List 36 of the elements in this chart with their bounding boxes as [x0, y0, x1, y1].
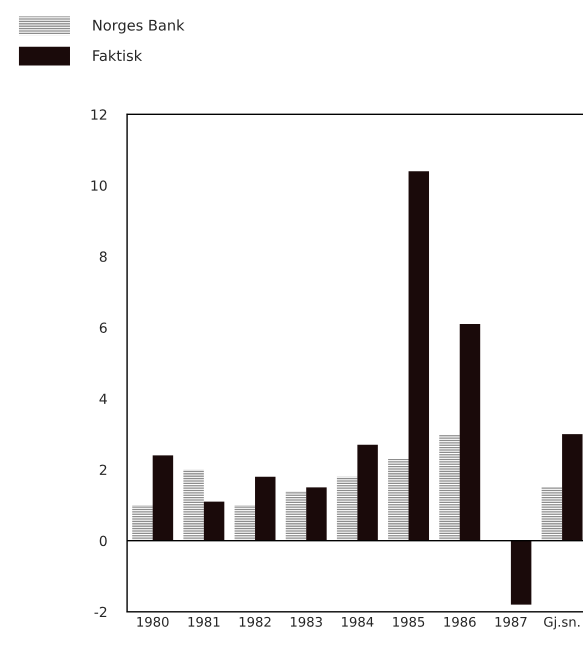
y-tick-label: 0: [100, 536, 107, 546]
bar: [336, 476, 358, 541]
bar: [234, 505, 256, 541]
y-tick-label: 8: [100, 251, 107, 262]
y-tick-label: 4: [99, 394, 107, 404]
bar: [286, 490, 306, 541]
x-tick-label: 1984: [342, 616, 374, 627]
bar: [542, 487, 562, 541]
bar: [388, 458, 409, 541]
x-tick-label: 1987: [496, 616, 527, 627]
y-tick-label: 6: [100, 322, 107, 333]
y-tick-label: 2: [100, 464, 106, 475]
legend-label: Norges Bank: [93, 19, 184, 34]
y-tick-label: 10: [92, 180, 107, 191]
x-tick-label: 1982: [240, 616, 270, 627]
y-tick-label: 12: [92, 109, 106, 120]
bar: [152, 455, 174, 541]
x-tick-label: 1980: [137, 616, 169, 627]
bar: [306, 487, 327, 541]
bar: [204, 502, 224, 541]
x-tick-label: Gj.sn.: [544, 616, 580, 630]
legend-label: Faktisk: [93, 50, 142, 62]
bar: [183, 470, 204, 541]
bar: [460, 324, 480, 541]
bar: [408, 171, 430, 541]
bar: [510, 540, 532, 605]
y-tick-label: -2: [94, 606, 106, 618]
bar: [439, 434, 460, 541]
bar: [357, 444, 378, 541]
bar: [132, 505, 153, 541]
x-tick-label: 1981: [188, 616, 220, 627]
x-tick-label: 1983: [290, 616, 322, 627]
bar: [562, 434, 583, 541]
bar: [255, 476, 276, 541]
x-tick-label: 1985: [393, 616, 424, 627]
x-tick-label: 1986: [444, 616, 476, 627]
